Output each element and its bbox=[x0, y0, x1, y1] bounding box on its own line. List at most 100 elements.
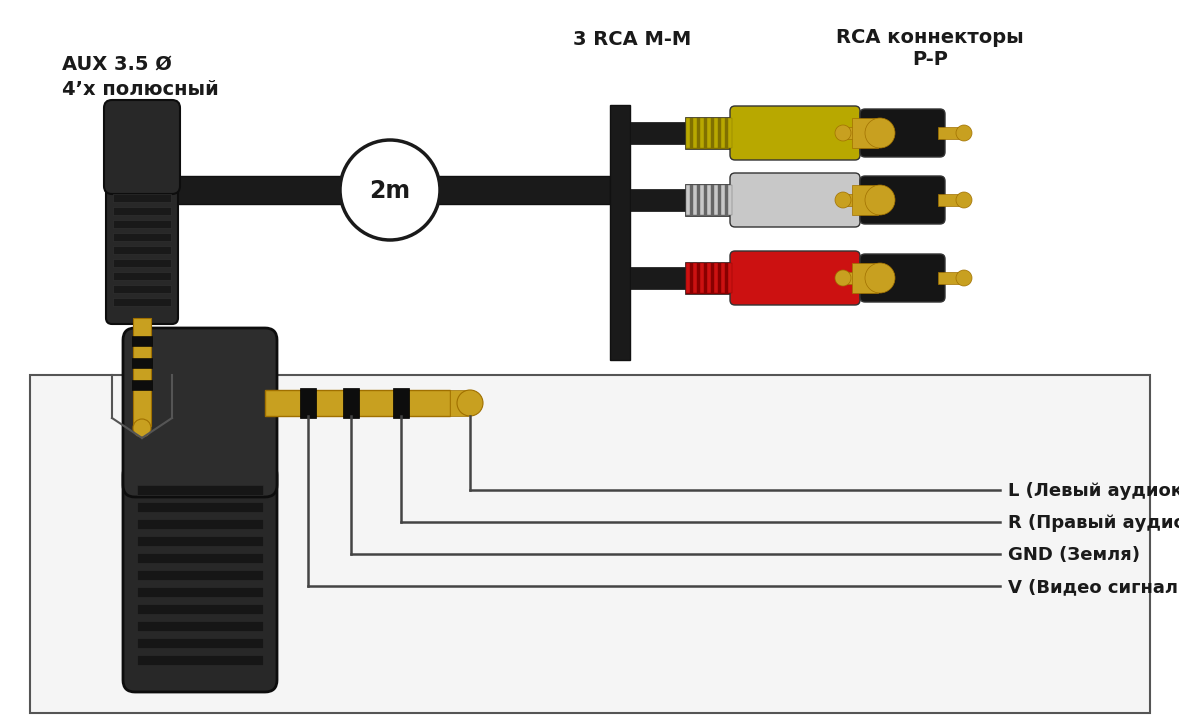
Bar bbox=[693, 185, 697, 215]
Bar bbox=[137, 485, 263, 495]
Bar bbox=[132, 380, 152, 390]
Bar bbox=[852, 185, 878, 215]
Circle shape bbox=[133, 419, 151, 437]
Bar bbox=[137, 553, 263, 563]
Bar bbox=[113, 233, 171, 241]
Bar bbox=[938, 194, 962, 206]
Bar bbox=[630, 267, 685, 289]
Bar bbox=[137, 536, 263, 546]
Bar bbox=[610, 105, 630, 360]
FancyBboxPatch shape bbox=[123, 463, 277, 692]
Text: P-P: P-P bbox=[913, 50, 948, 69]
Bar bbox=[727, 263, 732, 293]
Bar bbox=[714, 263, 718, 293]
Bar bbox=[700, 118, 704, 148]
Circle shape bbox=[956, 192, 971, 208]
Bar bbox=[686, 118, 690, 148]
Bar bbox=[113, 298, 171, 306]
Bar bbox=[727, 185, 732, 215]
Bar bbox=[299, 388, 316, 418]
Bar bbox=[843, 272, 867, 284]
Bar bbox=[172, 176, 610, 204]
Text: GND (Земля): GND (Земля) bbox=[1008, 546, 1140, 564]
Text: L (Левый аудиоканал): L (Левый аудиоканал) bbox=[1008, 482, 1179, 500]
FancyBboxPatch shape bbox=[730, 106, 859, 160]
Bar bbox=[132, 336, 152, 346]
Bar bbox=[707, 185, 711, 215]
Bar bbox=[686, 263, 690, 293]
Bar bbox=[843, 127, 867, 139]
Text: 3 RCA M-M: 3 RCA M-M bbox=[573, 30, 691, 49]
Bar bbox=[113, 220, 171, 228]
Text: 2m: 2m bbox=[369, 179, 410, 203]
Bar bbox=[707, 263, 711, 293]
Bar bbox=[700, 263, 704, 293]
Bar bbox=[714, 185, 718, 215]
FancyBboxPatch shape bbox=[859, 254, 946, 302]
Circle shape bbox=[340, 140, 440, 240]
FancyBboxPatch shape bbox=[106, 174, 178, 324]
Text: R (Правый аудиоканал): R (Правый аудиоканал) bbox=[1008, 514, 1179, 532]
Circle shape bbox=[835, 192, 851, 208]
Bar bbox=[685, 117, 735, 149]
Bar bbox=[137, 638, 263, 648]
Bar bbox=[393, 388, 409, 418]
Bar bbox=[113, 194, 171, 202]
Bar bbox=[685, 184, 735, 216]
Bar bbox=[843, 194, 867, 206]
Circle shape bbox=[457, 390, 483, 416]
Text: RCA коннекторы: RCA коннекторы bbox=[836, 28, 1023, 47]
Bar bbox=[852, 263, 878, 293]
Circle shape bbox=[835, 125, 851, 141]
Bar bbox=[707, 118, 711, 148]
Bar bbox=[137, 587, 263, 597]
Bar bbox=[450, 390, 468, 416]
Bar bbox=[137, 502, 263, 512]
Bar bbox=[137, 570, 263, 580]
Bar bbox=[630, 122, 685, 144]
Bar bbox=[132, 358, 152, 368]
FancyBboxPatch shape bbox=[123, 328, 277, 497]
Bar bbox=[693, 263, 697, 293]
Text: V (Видео сигнал): V (Видео сигнал) bbox=[1008, 578, 1179, 596]
Bar bbox=[113, 285, 171, 293]
Bar bbox=[113, 207, 171, 215]
Bar bbox=[722, 263, 725, 293]
Bar bbox=[727, 118, 732, 148]
Bar bbox=[133, 318, 151, 426]
Bar bbox=[722, 118, 725, 148]
Circle shape bbox=[835, 270, 851, 286]
Circle shape bbox=[865, 118, 895, 148]
Bar bbox=[113, 259, 171, 267]
Bar bbox=[343, 388, 358, 418]
Bar bbox=[938, 272, 962, 284]
Bar bbox=[630, 189, 685, 211]
Bar bbox=[0, 0, 1179, 370]
Bar bbox=[113, 272, 171, 280]
Bar bbox=[693, 118, 697, 148]
Bar bbox=[137, 621, 263, 631]
FancyBboxPatch shape bbox=[730, 173, 859, 227]
Bar bbox=[722, 185, 725, 215]
Bar bbox=[113, 246, 171, 254]
Bar bbox=[938, 127, 962, 139]
Bar bbox=[137, 604, 263, 614]
Bar bbox=[700, 185, 704, 215]
FancyBboxPatch shape bbox=[859, 176, 946, 224]
Circle shape bbox=[865, 185, 895, 215]
FancyBboxPatch shape bbox=[859, 109, 946, 157]
Bar bbox=[137, 655, 263, 665]
Text: AUX 3.5 Ø
4’x полюсный: AUX 3.5 Ø 4’x полюсный bbox=[62, 55, 219, 99]
Bar bbox=[714, 118, 718, 148]
Bar bbox=[137, 519, 263, 529]
Circle shape bbox=[956, 270, 971, 286]
Bar bbox=[265, 390, 450, 416]
Bar bbox=[29, 375, 1150, 713]
Bar bbox=[686, 185, 690, 215]
FancyBboxPatch shape bbox=[104, 100, 180, 194]
FancyBboxPatch shape bbox=[730, 251, 859, 305]
Circle shape bbox=[865, 263, 895, 293]
Bar bbox=[685, 262, 735, 294]
Circle shape bbox=[956, 125, 971, 141]
Bar bbox=[852, 118, 878, 148]
